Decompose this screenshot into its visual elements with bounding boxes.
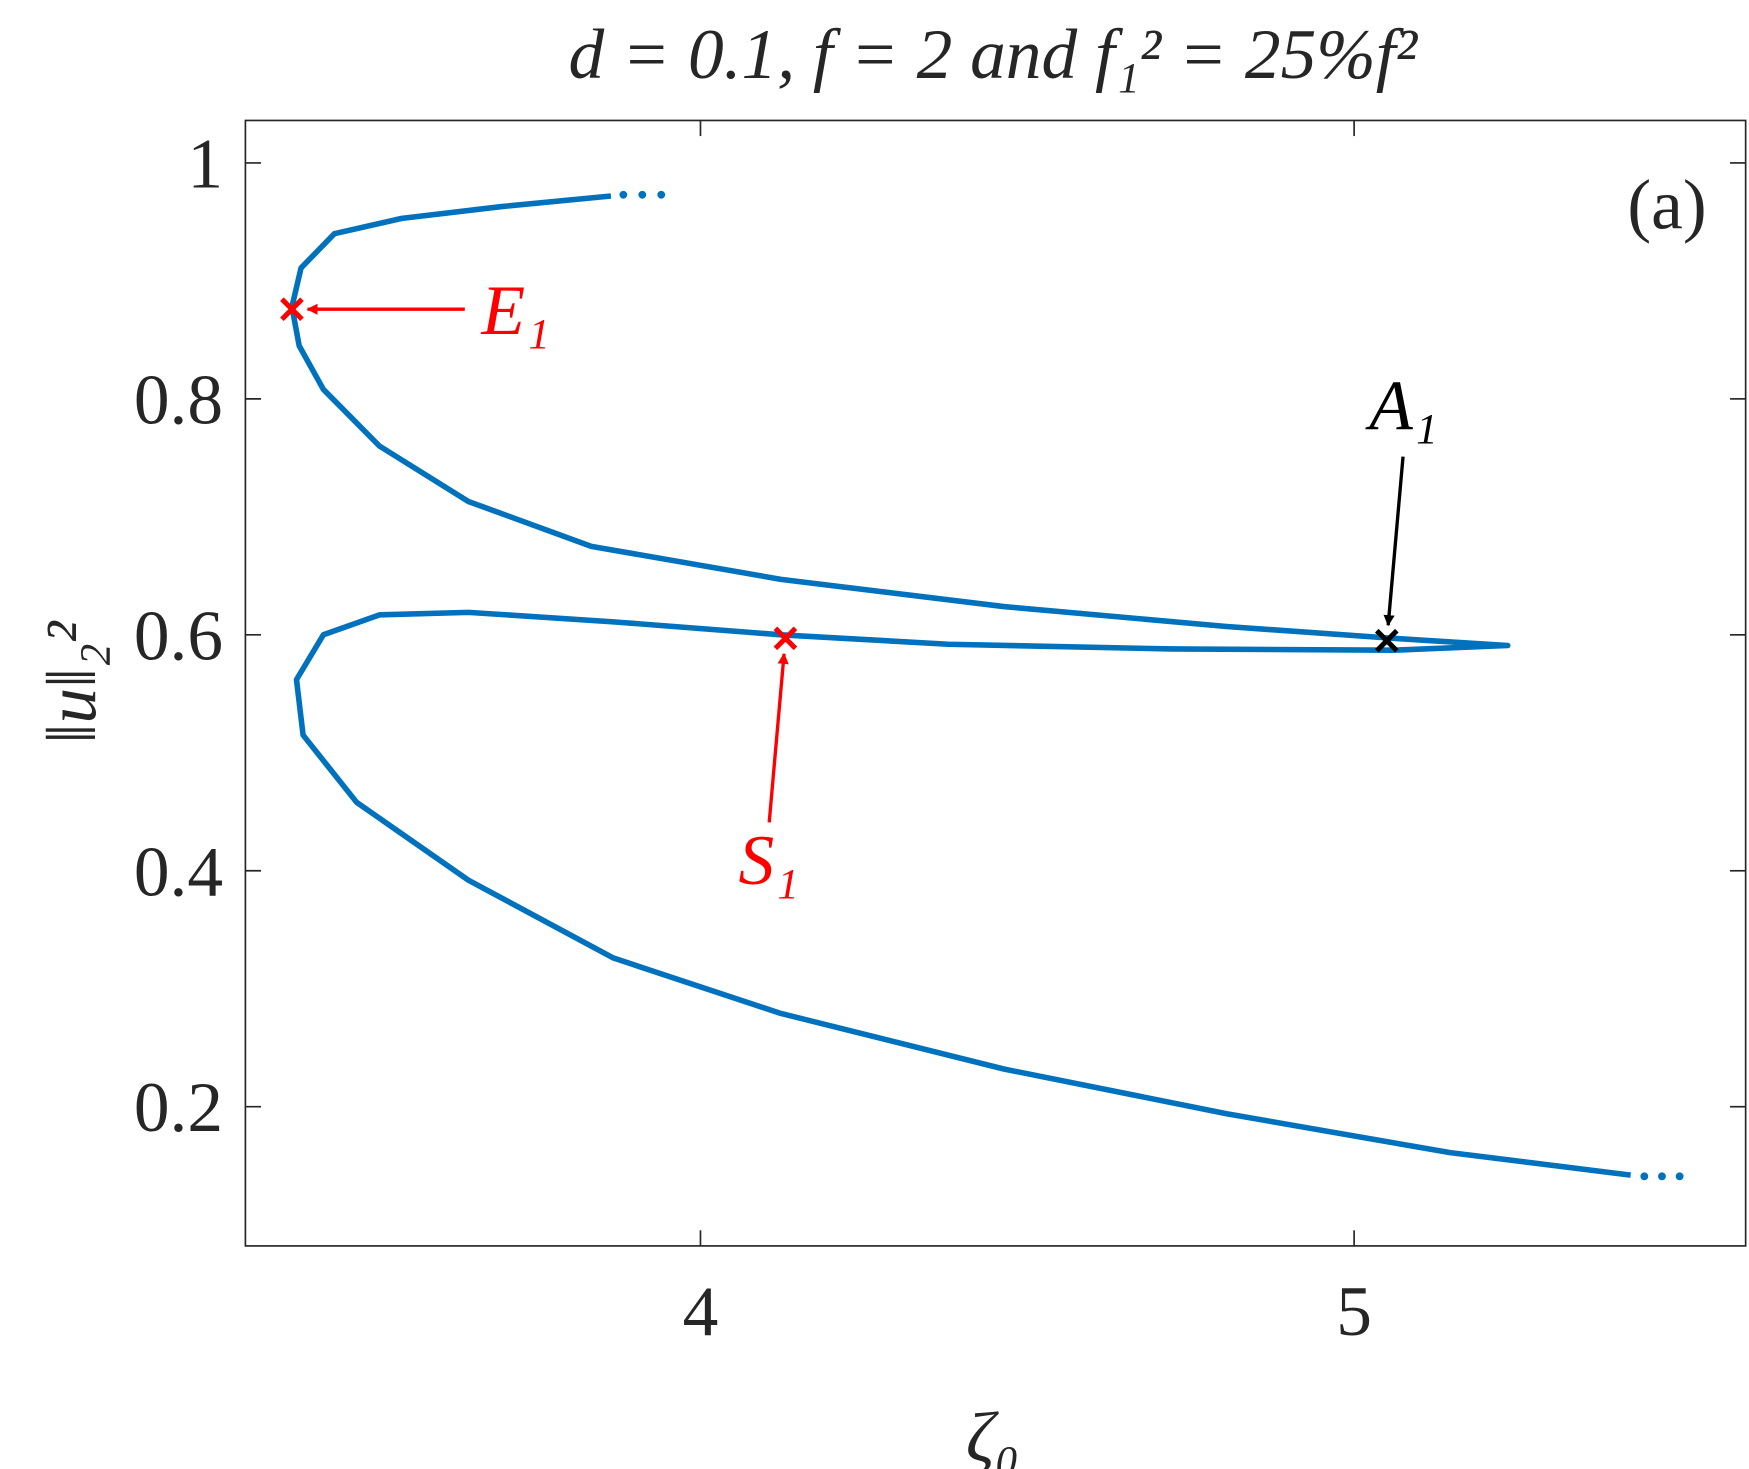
marker	[1374, 628, 1399, 653]
y-axis-label: ‖u‖₂²	[32, 620, 111, 744]
chart-title: d = 0.1, f = 2 and f₁² = 25%f²	[568, 15, 1418, 94]
dot	[657, 190, 666, 199]
dot	[619, 190, 628, 199]
marker	[773, 626, 798, 651]
y-tick-label: 0.6	[134, 596, 223, 675]
y-tick-label: 0.2	[134, 1068, 223, 1147]
point-label: A₁	[1365, 366, 1437, 445]
x-tick-label: 5	[1336, 1272, 1372, 1351]
dot	[1640, 1172, 1649, 1181]
y-tick-label: 1	[187, 124, 223, 203]
arrow	[767, 652, 789, 823]
arrow	[1383, 456, 1405, 627]
x-tick-label: 4	[683, 1272, 719, 1351]
dot	[638, 190, 647, 199]
marker	[280, 297, 304, 322]
panel-label: (a)	[1627, 166, 1706, 245]
line	[289, 193, 1631, 1178]
point-label: E₁	[481, 271, 550, 350]
y-tick-label: 0.8	[134, 360, 223, 439]
y-tick-label: 0.4	[134, 832, 223, 911]
point-label: S₁	[738, 821, 799, 900]
x-axis-label: ζ₀	[966, 1398, 1020, 1469]
plot-frame	[244, 119, 1747, 1247]
dot	[1675, 1172, 1684, 1181]
dot	[1658, 1172, 1666, 1181]
